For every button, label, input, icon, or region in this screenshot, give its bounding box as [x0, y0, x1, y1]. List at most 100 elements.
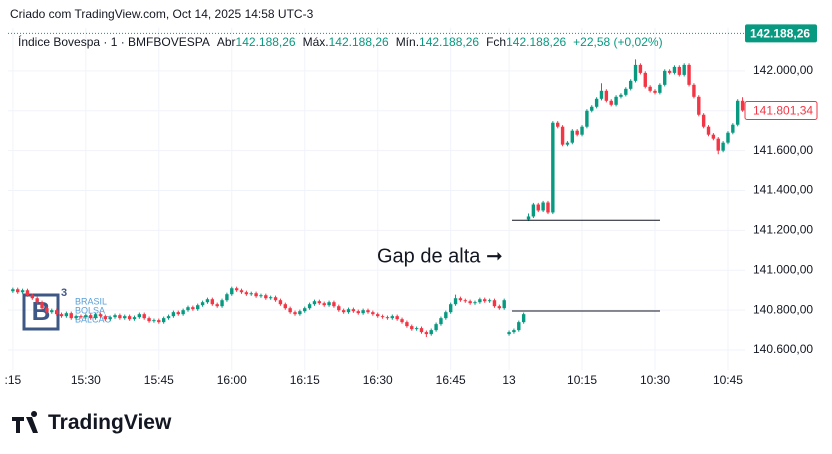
candle-body: [551, 122, 555, 213]
brand-icon: [12, 411, 38, 433]
legend-change: +22,58 (+0,02%): [573, 35, 663, 49]
candle-body: [327, 302, 331, 306]
candle-body: [59, 314, 64, 317]
candle-body: [298, 311, 302, 315]
candle-body: [30, 295, 35, 299]
candle-body: [215, 304, 219, 307]
candle-body: [736, 100, 740, 125]
candle-body: [419, 328, 424, 333]
candle-body: [590, 106, 594, 111]
candle-body: [546, 202, 550, 213]
x-tick-label: 16:15: [290, 373, 320, 387]
candle-body: [225, 294, 229, 301]
price-tag: [744, 101, 818, 121]
candle-body: [643, 72, 647, 87]
brand: TradingView: [48, 411, 172, 434]
logo-letter: B: [32, 296, 51, 326]
candle-body: [672, 66, 677, 73]
candle-body: [609, 100, 613, 105]
candle-body: [152, 320, 156, 322]
candle-body: [376, 314, 380, 317]
candle-body: [502, 300, 506, 309]
candle-body: [536, 204, 540, 211]
candle-body: [633, 64, 638, 81]
x-tick-label: 10:30: [640, 373, 670, 387]
candle-body: [531, 204, 536, 217]
candle-body: [570, 130, 575, 143]
candle-body: [701, 114, 706, 127]
legend-value: 142.188,26: [506, 35, 567, 49]
candle-body: [512, 330, 516, 333]
x-tick-label: 10:15: [567, 373, 597, 387]
x-tick-label: 16:45: [436, 373, 466, 387]
candle-body: [54, 310, 59, 315]
candle-body: [127, 316, 132, 320]
y-tick-label: 141.200,00: [753, 223, 813, 237]
legend-value: 142.188,26: [419, 35, 480, 49]
price-tag: [745, 24, 817, 43]
candle-body: [478, 299, 482, 303]
candle-body: [278, 300, 283, 305]
candle-body: [171, 312, 176, 317]
candle-body: [414, 328, 419, 330]
candle-body: [123, 316, 127, 319]
candle-body: [88, 315, 93, 319]
candle-body: [322, 303, 326, 306]
symbol: Índice Bovespa · 1 · BMFBOVESPA: [18, 35, 210, 49]
candle-body: [230, 288, 234, 295]
candle-body: [624, 88, 628, 95]
candle-body: [740, 100, 745, 111]
candle-body: [453, 298, 458, 305]
candle-body: [614, 96, 618, 105]
candle-body: [580, 126, 584, 135]
candle-body: [79, 316, 83, 318]
candle-body: [619, 94, 623, 97]
candle-body: [244, 292, 249, 295]
candle-body: [731, 124, 735, 133]
candle-body: [448, 304, 453, 313]
x-tick-label: 13: [502, 373, 516, 387]
candle-body: [677, 66, 682, 75]
x-tick-label: 16:30: [363, 373, 393, 387]
candle-body: [507, 332, 511, 335]
candle-body: [234, 288, 239, 291]
legend: Índice Bovespa · 1 · BMFBOVESPA Abr142.18…: [18, 35, 670, 49]
candle-body: [434, 324, 438, 331]
candle-body: [254, 293, 258, 297]
y-tick-label: 142.000,00: [753, 63, 813, 77]
candle-body: [687, 64, 691, 85]
candle-body: [157, 320, 161, 323]
candle-body: [293, 312, 297, 315]
candle-body: [483, 299, 487, 302]
candle-body: [132, 317, 137, 320]
candle-body: [492, 300, 497, 307]
candle-body: [400, 319, 404, 323]
candle-body: [468, 301, 472, 304]
candle-body: [706, 126, 711, 135]
legend-value: 142.188,26: [235, 35, 296, 49]
candle-body: [45, 308, 49, 313]
candle-body: [11, 289, 15, 292]
candle-body: [692, 84, 696, 97]
x-tick-label: :15: [5, 373, 22, 387]
candle-body: [575, 130, 579, 135]
candle-body: [20, 290, 25, 293]
candle-body: [711, 134, 716, 139]
candle-body: [166, 316, 171, 319]
candle-body: [186, 307, 190, 311]
legend-label: Máx.: [302, 35, 329, 49]
candle-body: [390, 316, 395, 319]
candle-body: [210, 299, 215, 305]
credit: Criado com TradingView.com, Oct 14, 2025…: [10, 7, 314, 21]
candle-body: [604, 90, 609, 101]
candle-body: [137, 314, 142, 318]
candle-body: [273, 297, 278, 301]
price-tag-label: 142.188,26: [750, 27, 810, 41]
candle-body: [648, 86, 652, 91]
candle-body: [653, 90, 657, 93]
candle-body: [103, 316, 107, 320]
candle-body: [667, 70, 672, 73]
candle-body: [84, 315, 88, 318]
legend-label: Abr: [216, 35, 236, 49]
